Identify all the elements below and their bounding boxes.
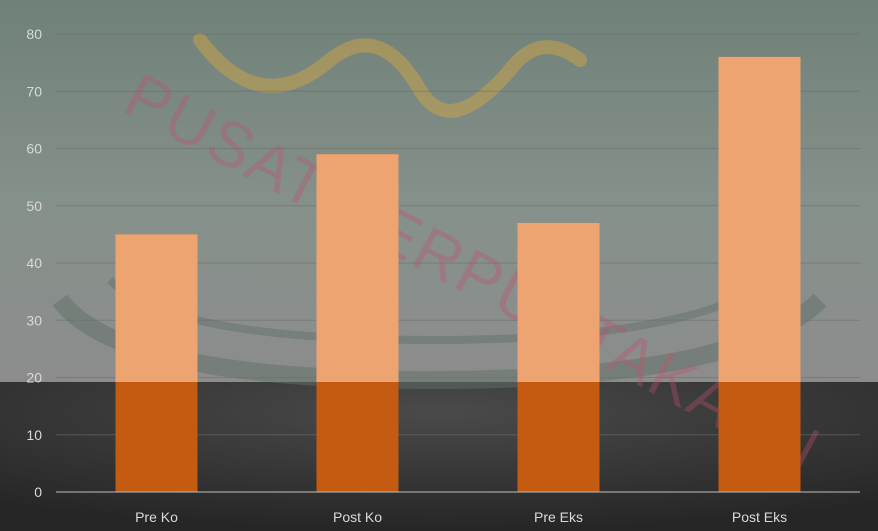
x-category-label-post-eks: Post Eks — [732, 509, 787, 525]
y-tick-label-50: 50 — [26, 198, 42, 214]
y-axis-tick-labels: 0 10 20 30 40 50 60 70 80 — [26, 26, 42, 500]
bar-highlight-post-eks — [718, 56, 801, 383]
bars — [115, 56, 801, 493]
bar-highlight-pre-eks — [517, 222, 600, 382]
y-tick-label-60: 60 — [26, 141, 42, 157]
y-tick-label-10: 10 — [26, 427, 42, 443]
y-tick-label-40: 40 — [26, 255, 42, 271]
bar-highlight-pre-ko — [115, 234, 198, 382]
y-tick-label-70: 70 — [26, 83, 42, 99]
y-tick-label-30: 30 — [26, 312, 42, 328]
x-axis-category-labels: Pre Ko Post Ko Pre Eks Post Eks — [135, 509, 787, 525]
y-tick-label-0: 0 — [34, 484, 42, 500]
x-category-label-pre-eks: Pre Eks — [534, 509, 583, 525]
y-tick-label-20: 20 — [26, 370, 42, 386]
x-category-label-pre-ko: Pre Ko — [135, 509, 178, 525]
bar-highlight-post-ko — [316, 154, 399, 382]
watermark-calligraphy — [193, 33, 587, 118]
y-tick-label-80: 80 — [26, 26, 42, 42]
x-category-label-post-ko: Post Ko — [333, 509, 382, 525]
